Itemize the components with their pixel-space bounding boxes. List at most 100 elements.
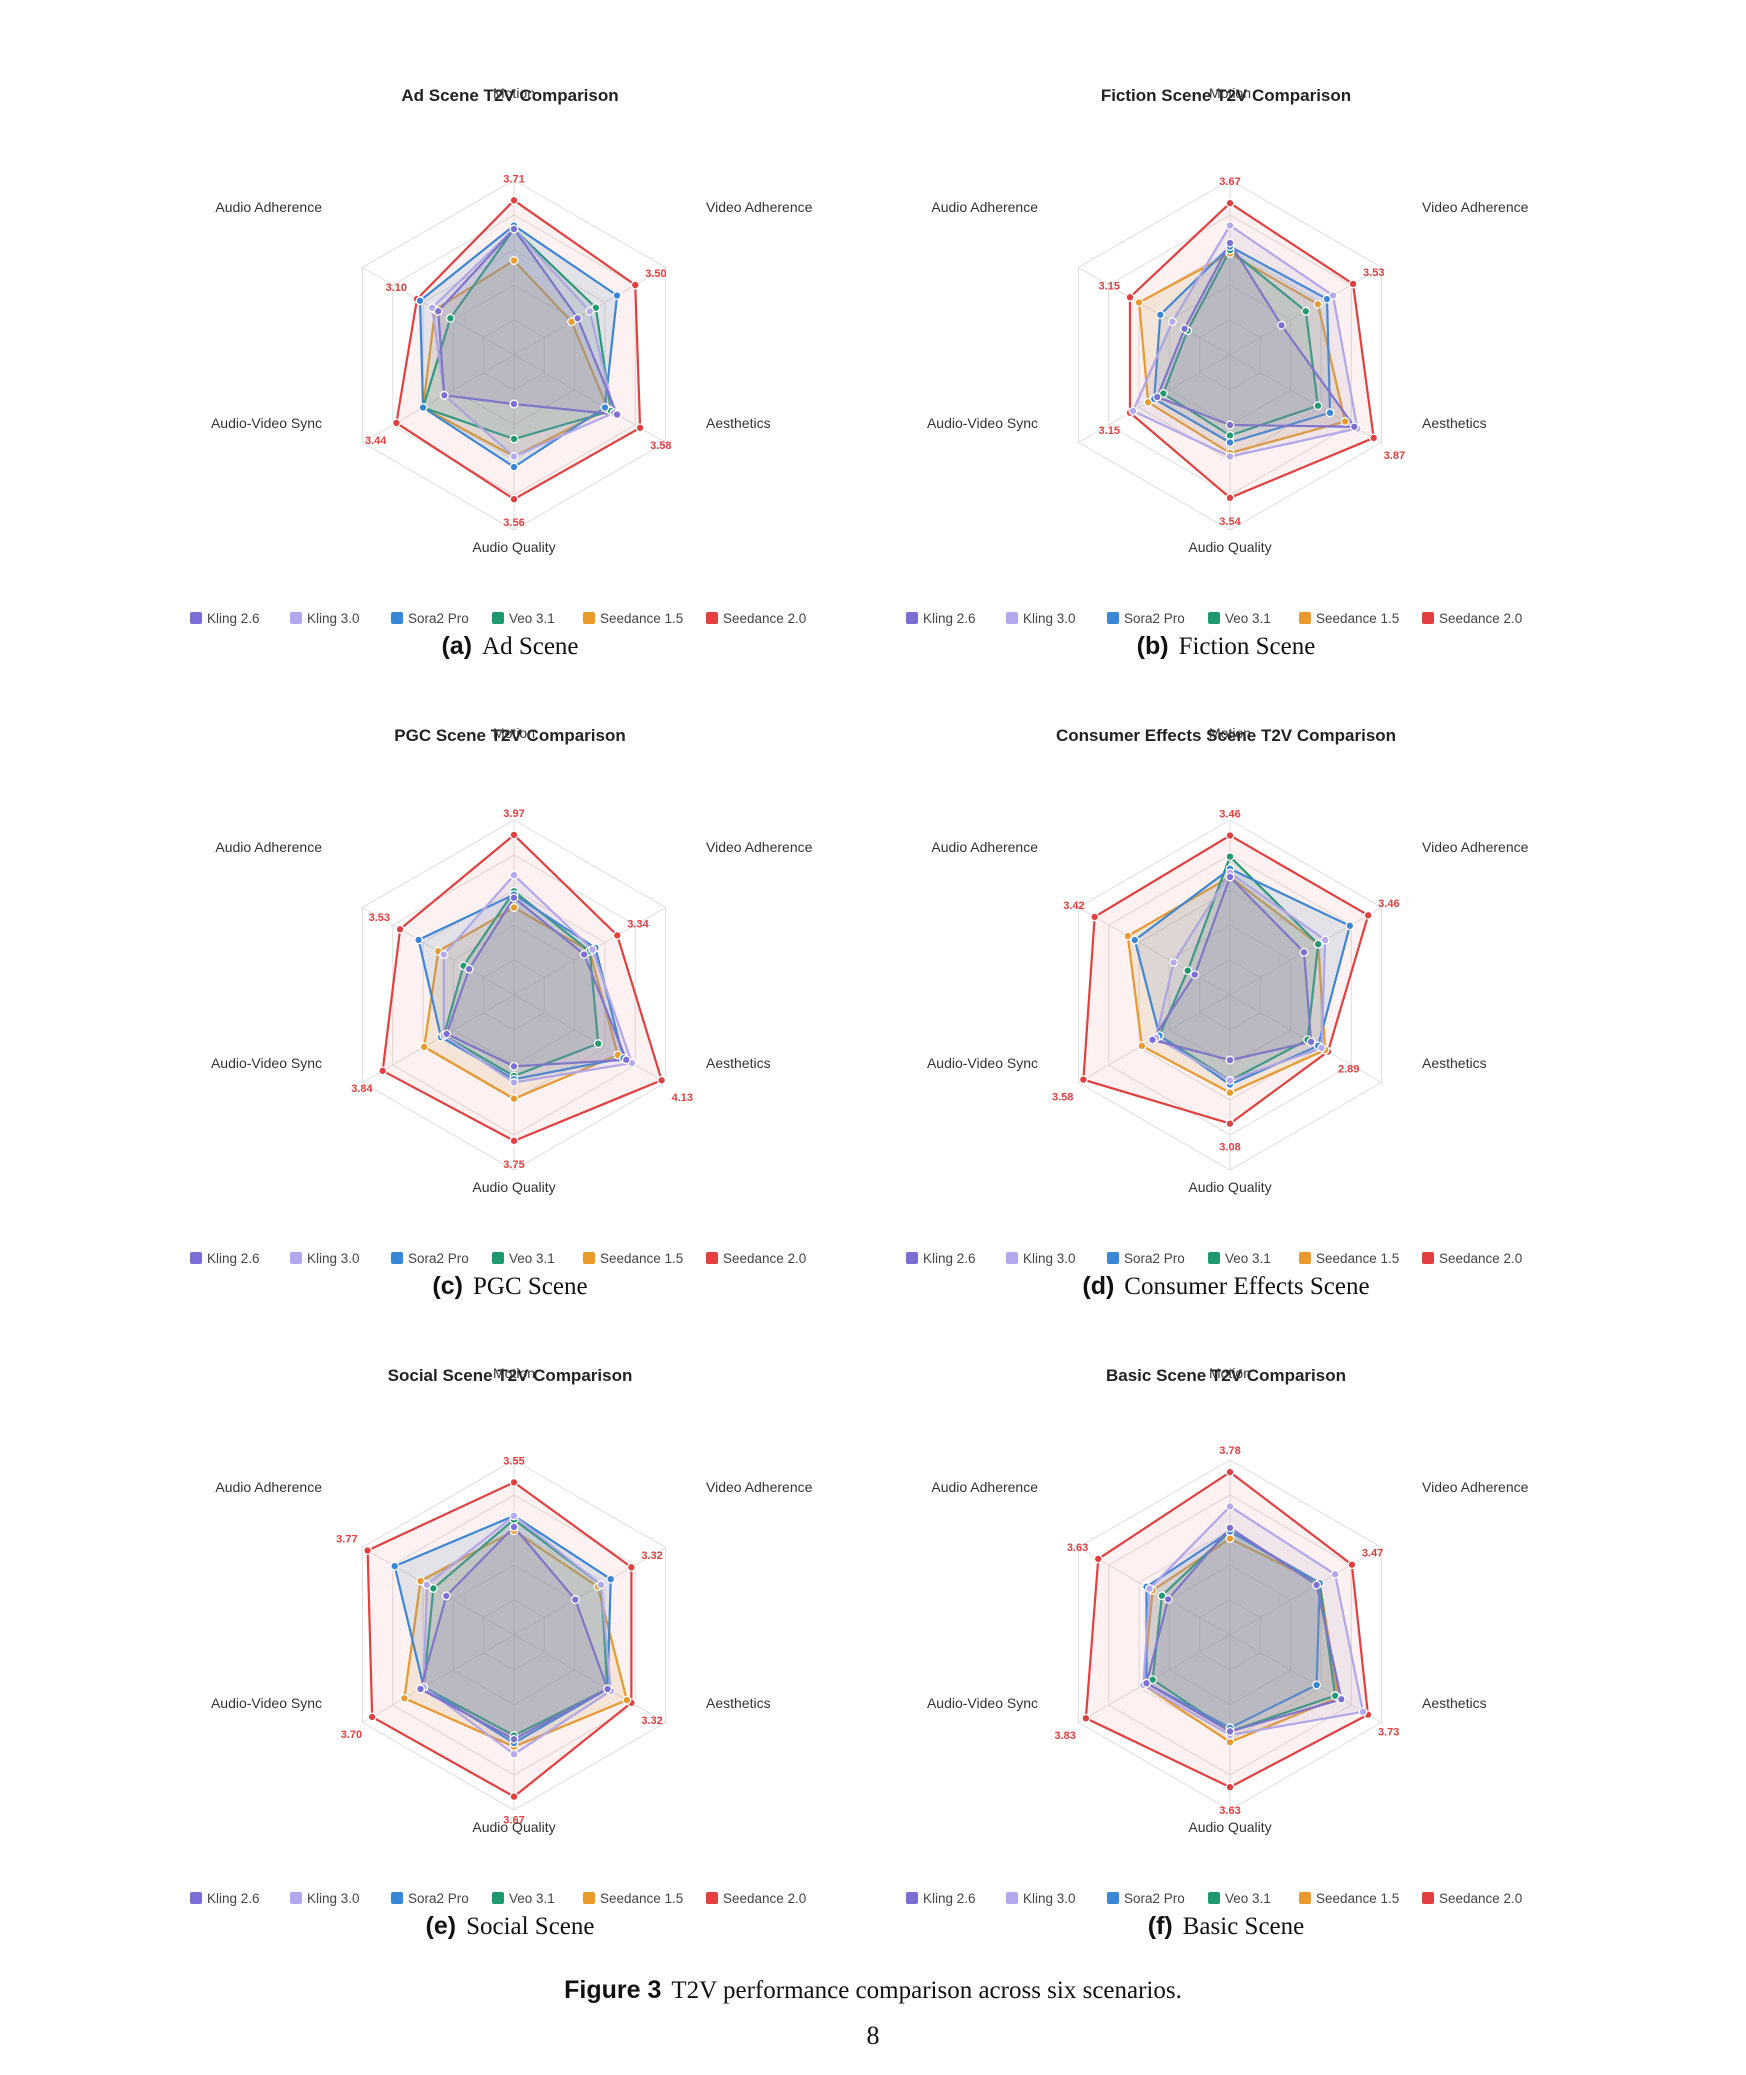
series-shade <box>438 229 618 415</box>
series-shade <box>1155 872 1326 1081</box>
legend-item-kling-2-6: Kling 2.6 <box>906 611 976 626</box>
data-point-seedance-2-0 <box>1090 912 1100 922</box>
radar-chart: 3.97 3.34 4.13 3.75 3.84 3.53 Motion Video Adhe… <box>190 725 813 1266</box>
series-shade <box>394 1515 611 1743</box>
data-point-seedance-2-0 <box>657 1075 667 1085</box>
legend-item-kling-3-0: Kling 3.0 <box>290 1891 360 1906</box>
value-label: 3.53 <box>369 912 390 924</box>
value-label: 3.67 <box>1219 176 1240 188</box>
legend-label: Seedance 2.0 <box>723 1891 806 1906</box>
series-shade <box>1134 868 1350 1085</box>
legend-label: Seedance 2.0 <box>1439 1891 1522 1906</box>
axis-label-video-adherence: Video Adherence <box>706 1479 813 1495</box>
data-point-sora2-pro <box>612 291 622 300</box>
legend-item-seedance-2-0: Seedance 2.0 <box>706 1251 806 1266</box>
data-point-seedance-2-0 <box>1348 279 1358 289</box>
subfigure-caption-text: Social Scene <box>466 1913 595 1940</box>
legend-item-seedance-2-0: Seedance 2.0 <box>1422 1891 1522 1906</box>
grid-spoke <box>513 1634 666 1723</box>
data-point-kling-2-6 <box>1299 947 1309 957</box>
chart-title: Consumer Effects Scene T2V Comparison <box>1055 726 1397 745</box>
data-point-kling-3-0 <box>1167 317 1177 327</box>
legend-label: Sora2 Pro <box>408 611 469 626</box>
series-shade <box>424 907 618 1099</box>
value-label: 3.56 <box>503 517 524 529</box>
axis-label-motion: Motion <box>1209 85 1251 101</box>
legend-swatch <box>1208 1892 1220 1904</box>
series-shade <box>1163 250 1318 436</box>
legend-swatch <box>190 612 202 624</box>
grid-spoke <box>1078 907 1231 996</box>
subfigure-caption-text: PGC Scene <box>472 1273 588 1300</box>
value-label: 3.34 <box>627 918 649 930</box>
axis-label-audio-video-sync: Audio-Video Sync <box>927 415 1038 431</box>
grid-spoke <box>513 1547 666 1636</box>
legend-label: Seedance 2.0 <box>1439 1251 1522 1266</box>
axis-label-audio-video-sync: Audio-Video Sync <box>927 1055 1038 1071</box>
data-point-seedance-2-0 <box>1078 1075 1088 1085</box>
subfigure-tag: (a) <box>441 632 473 660</box>
subfigure-tag: (b) <box>1136 632 1169 660</box>
subfigure-caption-text: Ad Scene <box>482 633 579 660</box>
subfigure-caption-text: Fiction Scene <box>1178 633 1316 660</box>
data-point-kling-2-6 <box>442 1029 452 1039</box>
legend-label: Sora2 Pro <box>408 1891 469 1906</box>
data-point-kling-2-6 <box>573 313 583 323</box>
value-label: 3.10 <box>386 282 407 294</box>
axis-label-aesthetics: Aesthetics <box>706 415 771 431</box>
legend-label: Kling 2.6 <box>923 1891 976 1906</box>
legend-item-sora2-pro: Sora2 Pro <box>391 611 469 626</box>
legend-label: Seedance 2.0 <box>1439 611 1522 626</box>
axis-label-audio-adherence: Audio Adherence <box>215 199 322 215</box>
legend-item-seedance-1-5: Seedance 1.5 <box>583 1891 683 1906</box>
data-point-seedance-2-0 <box>378 1066 388 1076</box>
data-point-seedance-2-0 <box>1347 1560 1357 1570</box>
data-point-kling-3-0 <box>1169 957 1179 967</box>
value-label: 3.58 <box>650 440 671 452</box>
data-point-sora2-pro <box>1155 310 1165 320</box>
value-label: 3.58 <box>1052 1092 1073 1104</box>
data-point-seedance-2-0 <box>635 423 645 433</box>
legend-swatch <box>1006 1892 1018 1904</box>
legend-item-kling-3-0: Kling 3.0 <box>1006 611 1076 626</box>
legend-item-kling-3-0: Kling 3.0 <box>290 1251 360 1266</box>
subfigure-tag: (f) <box>1147 1912 1173 1940</box>
series-shade <box>443 891 599 1077</box>
axis-label-aesthetics: Aesthetics <box>706 1695 771 1711</box>
grid-spoke <box>513 994 666 1083</box>
legend-swatch <box>1208 1252 1220 1264</box>
legend-label: Veo 3.1 <box>509 1891 555 1906</box>
axis-label-aesthetics: Aesthetics <box>1422 1695 1487 1711</box>
axis-label-motion: Motion <box>1209 725 1251 741</box>
legend-item-kling-2-6: Kling 2.6 <box>190 1251 260 1266</box>
value-label: 3.54 <box>1219 516 1241 528</box>
subfigure-tag: (d) <box>1082 1272 1115 1300</box>
data-point-seedance-1-5 <box>509 256 519 265</box>
data-point-kling-2-6 <box>416 1684 425 1694</box>
legend-label: Sora2 Pro <box>1124 1251 1185 1266</box>
data-point-sora2-pro <box>1130 935 1140 945</box>
series-shade <box>404 1530 627 1747</box>
legend-swatch <box>1107 612 1119 624</box>
axis-label-audio-adherence: Audio Adherence <box>931 199 1038 215</box>
legend-item-kling-3-0: Kling 3.0 <box>1006 1251 1076 1266</box>
legend-swatch <box>906 612 918 624</box>
legend-item-seedance-1-5: Seedance 1.5 <box>1299 1891 1399 1906</box>
data-point-seedance-1-5 <box>419 1042 429 1052</box>
data-point-kling-2-6 <box>1190 970 1200 980</box>
legend-swatch <box>290 1252 302 1264</box>
legend-item-kling-2-6: Kling 2.6 <box>190 1891 260 1906</box>
series-shade <box>1143 1538 1339 1743</box>
legend-label: Kling 2.6 <box>207 1891 260 1906</box>
legend-item-veo-3-1: Veo 3.1 <box>1208 611 1271 626</box>
legend-label: Kling 2.6 <box>923 611 976 626</box>
data-point-kling-2-6 <box>603 1684 612 1694</box>
data-point-seedance-1-5 <box>509 903 519 912</box>
value-label: 3.77 <box>336 1533 357 1545</box>
data-point-kling-3-0 <box>596 1580 606 1590</box>
data-point-sora2-pro <box>1312 1680 1322 1690</box>
value-label: 3.63 <box>1067 1542 1088 1554</box>
legend-label: Seedance 1.5 <box>1316 1891 1399 1906</box>
axis-label-video-adherence: Video Adherence <box>706 199 813 215</box>
data-point-veo-3-1 <box>1313 401 1323 411</box>
